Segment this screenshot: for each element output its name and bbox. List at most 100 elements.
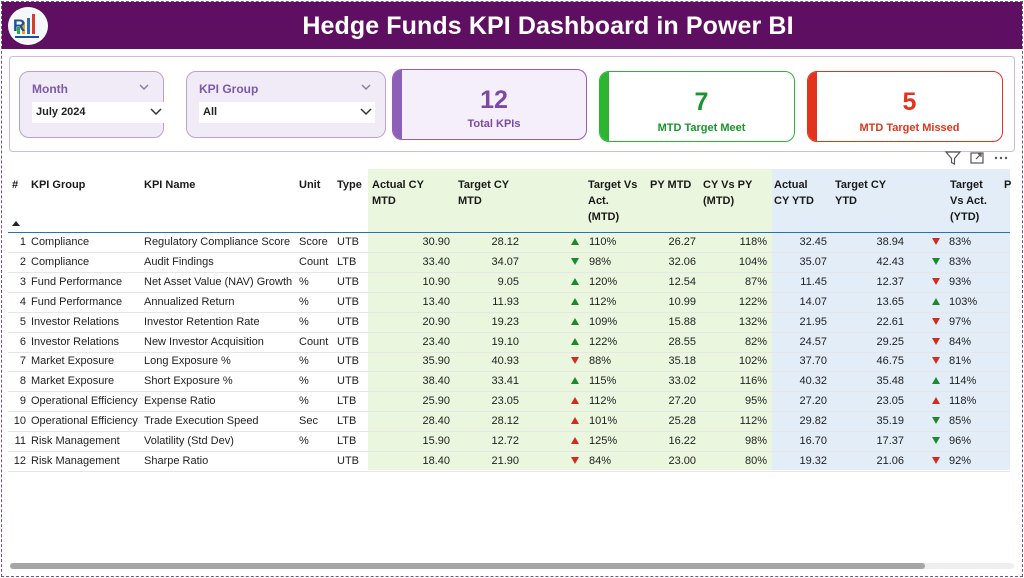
- table-row[interactable]: 5 Investor Relations Investor Retention Ra…: [8, 313, 1010, 333]
- mtd-target-meet-label: MTD Target Meet: [657, 122, 746, 134]
- triangle-up-icon: [571, 277, 579, 285]
- cell-idx: 5: [19, 315, 26, 328]
- cell-mtd-pct: 120%: [589, 275, 618, 288]
- cell-group: Fund Performance: [31, 295, 123, 308]
- col-header-target-vs-act-mtd[interactable]: Target Vs Act. (MTD): [588, 177, 637, 225]
- cell-name: Annualized Return: [144, 295, 235, 308]
- cell-mtd-pct: 112%: [589, 295, 617, 308]
- col-header-line: Vs Act.: [950, 195, 987, 207]
- col-header-actual-cy-ytd[interactable]: Actual CY YTD: [774, 177, 814, 209]
- cell-name: Short Exposure %: [144, 375, 233, 388]
- col-header-type[interactable]: Type: [337, 179, 362, 191]
- cell-actual-mtd: 15.90: [422, 435, 450, 447]
- month-dropdown-value: July 2024: [36, 106, 86, 118]
- month-dropdown[interactable]: July 2024: [32, 102, 165, 123]
- col-header-truncated[interactable]: P: [1004, 179, 1012, 191]
- table-row[interactable]: 12 Risk Management Sharpe Ratio UTB 18.40 21.…: [8, 452, 1010, 472]
- col-header-index[interactable]: #: [12, 179, 19, 191]
- cell-actual-ytd: 37.70: [799, 355, 827, 368]
- triangle-up-icon: [571, 437, 579, 444]
- table-row[interactable]: 7 Market Exposure Long Exposure %% UTB 35.90…: [8, 352, 1010, 373]
- col-header-line: YTD: [835, 195, 857, 207]
- cell-target-ytd: 12.37: [876, 275, 904, 288]
- chevron-down-icon[interactable]: [137, 82, 151, 92]
- cell-py-mtd: 16.22: [668, 435, 696, 447]
- visual-header-toolbar: [940, 149, 1016, 169]
- cell-ytd-pct: 97%: [949, 315, 972, 328]
- col-header-line: CY Vs PY: [703, 179, 753, 191]
- sort-ascending-icon[interactable]: [12, 221, 20, 226]
- cell-idx: 9: [19, 395, 26, 408]
- cell-unit: Score: [299, 236, 328, 248]
- table-row[interactable]: 9 Operational Efficiency Expense Ratio% LTB…: [8, 392, 1010, 413]
- cell-name: Audit Findings: [144, 255, 214, 268]
- month-slicer[interactable]: Month July 2024: [19, 71, 165, 138]
- col-header-target-cy-mtd[interactable]: Target CY MTD: [458, 177, 509, 209]
- scrollbar-thumb[interactable]: [10, 563, 925, 569]
- cell-unit: %: [299, 395, 309, 408]
- table-row[interactable]: 8 Market Exposure Short Exposure %% UTB 38.4…: [8, 372, 1010, 393]
- col-header-target-vs-act-ytd[interactable]: Target Vs Act. (YTD): [950, 177, 987, 225]
- table-row[interactable]: 1 Compliance Regulatory Compliance Score Sc…: [8, 233, 1010, 253]
- col-header-target-cy-ytd[interactable]: Target CY YTD: [835, 177, 886, 209]
- cell-unit: Count: [299, 335, 329, 348]
- cell-group: Investor Relations: [31, 315, 120, 328]
- horizontal-scrollbar[interactable]: [10, 563, 1014, 569]
- cell-actual-mtd: 33.40: [422, 255, 450, 268]
- triangle-up-icon: [571, 337, 579, 345]
- cell-group: Compliance: [31, 255, 90, 268]
- page-title: Hedge Funds KPI Dashboard in Power BI: [302, 12, 794, 40]
- mtd-target-missed-value: 5: [902, 88, 917, 116]
- table-row[interactable]: 2 Compliance Audit Findings Count LTB 33.40 34…: [8, 253, 1010, 273]
- cell-type: UTB: [337, 335, 359, 348]
- kpi-table: # KPI Group KPI Name Unit Type Actual CY…: [8, 169, 1012, 474]
- mtd-target-meet-card: 7 MTD Target Meet: [599, 71, 795, 142]
- cell-unit: %: [299, 435, 309, 447]
- kpi-group-slicer[interactable]: KPI Group All: [186, 71, 386, 138]
- cell-actual-mtd: 38.40: [422, 375, 450, 388]
- cell-actual-mtd: 28.40: [422, 415, 450, 428]
- table-row[interactable]: 4 Fund Performance Annualized Return% UTB 13…: [8, 293, 1010, 313]
- cell-type: UTB: [337, 375, 359, 388]
- cell-cyvspy: 82%: [744, 335, 767, 348]
- col-header-py-mtd[interactable]: PY MTD: [650, 179, 692, 191]
- cell-actual-mtd: 18.40: [422, 454, 450, 467]
- triangle-up-icon: [571, 397, 579, 405]
- cell-group: Market Exposure: [31, 375, 115, 388]
- cell-idx: 1: [19, 236, 26, 248]
- cell-cyvspy: 98%: [744, 435, 767, 447]
- col-header-actual-cy-mtd[interactable]: Actual CY MTD: [372, 177, 424, 209]
- cell-target-mtd: 19.23: [491, 315, 519, 328]
- col-header-unit[interactable]: Unit: [299, 179, 321, 191]
- cell-py-mtd: 35.18: [668, 355, 696, 368]
- cell-idx: 11: [14, 435, 26, 447]
- cell-idx: 6: [19, 335, 26, 348]
- cell-idx: 2: [19, 255, 26, 268]
- table-row[interactable]: 10 Operational Efficiency Trade Execution …: [8, 412, 1010, 433]
- cell-actual-ytd: 16.70: [799, 435, 827, 447]
- table-row[interactable]: 6 Investor Relations New Investor Acquisit…: [8, 333, 1010, 353]
- kpi-group-dropdown[interactable]: All: [199, 102, 375, 123]
- cell-target-mtd: 12.72: [491, 435, 519, 447]
- cell-name: Sharpe Ratio: [144, 454, 209, 467]
- cell-py-mtd: 15.88: [668, 315, 696, 328]
- filter-icon[interactable]: [944, 149, 964, 167]
- more-options-icon[interactable]: [992, 149, 1012, 167]
- col-header-cy-vs-py-mtd[interactable]: CY Vs PY (MTD): [703, 177, 752, 209]
- cell-unit: Count: [299, 255, 329, 268]
- col-header-kpi-group[interactable]: KPI Group: [31, 179, 86, 191]
- chevron-down-icon[interactable]: [359, 82, 373, 92]
- col-header-line: MTD: [372, 195, 396, 207]
- cell-idx: 8: [19, 375, 26, 388]
- company-logo: R: [8, 7, 48, 45]
- cell-py-mtd: 28.55: [668, 335, 696, 348]
- col-header-kpi-name[interactable]: KPI Name: [144, 179, 196, 191]
- focus-mode-icon[interactable]: [968, 149, 988, 167]
- cell-target-ytd: 13.65: [876, 295, 904, 308]
- chevron-down-icon[interactable]: [359, 107, 373, 117]
- cell-ytd-pct: 83%: [949, 236, 972, 248]
- chevron-down-icon[interactable]: [149, 107, 163, 117]
- cell-ytd-pct: 81%: [949, 355, 972, 368]
- table-row[interactable]: 11 Risk Management Volatility (Std Dev)% LT…: [8, 432, 1010, 452]
- table-row[interactable]: 3 Fund Performance Net Asset Value (NAV) G…: [8, 273, 1010, 293]
